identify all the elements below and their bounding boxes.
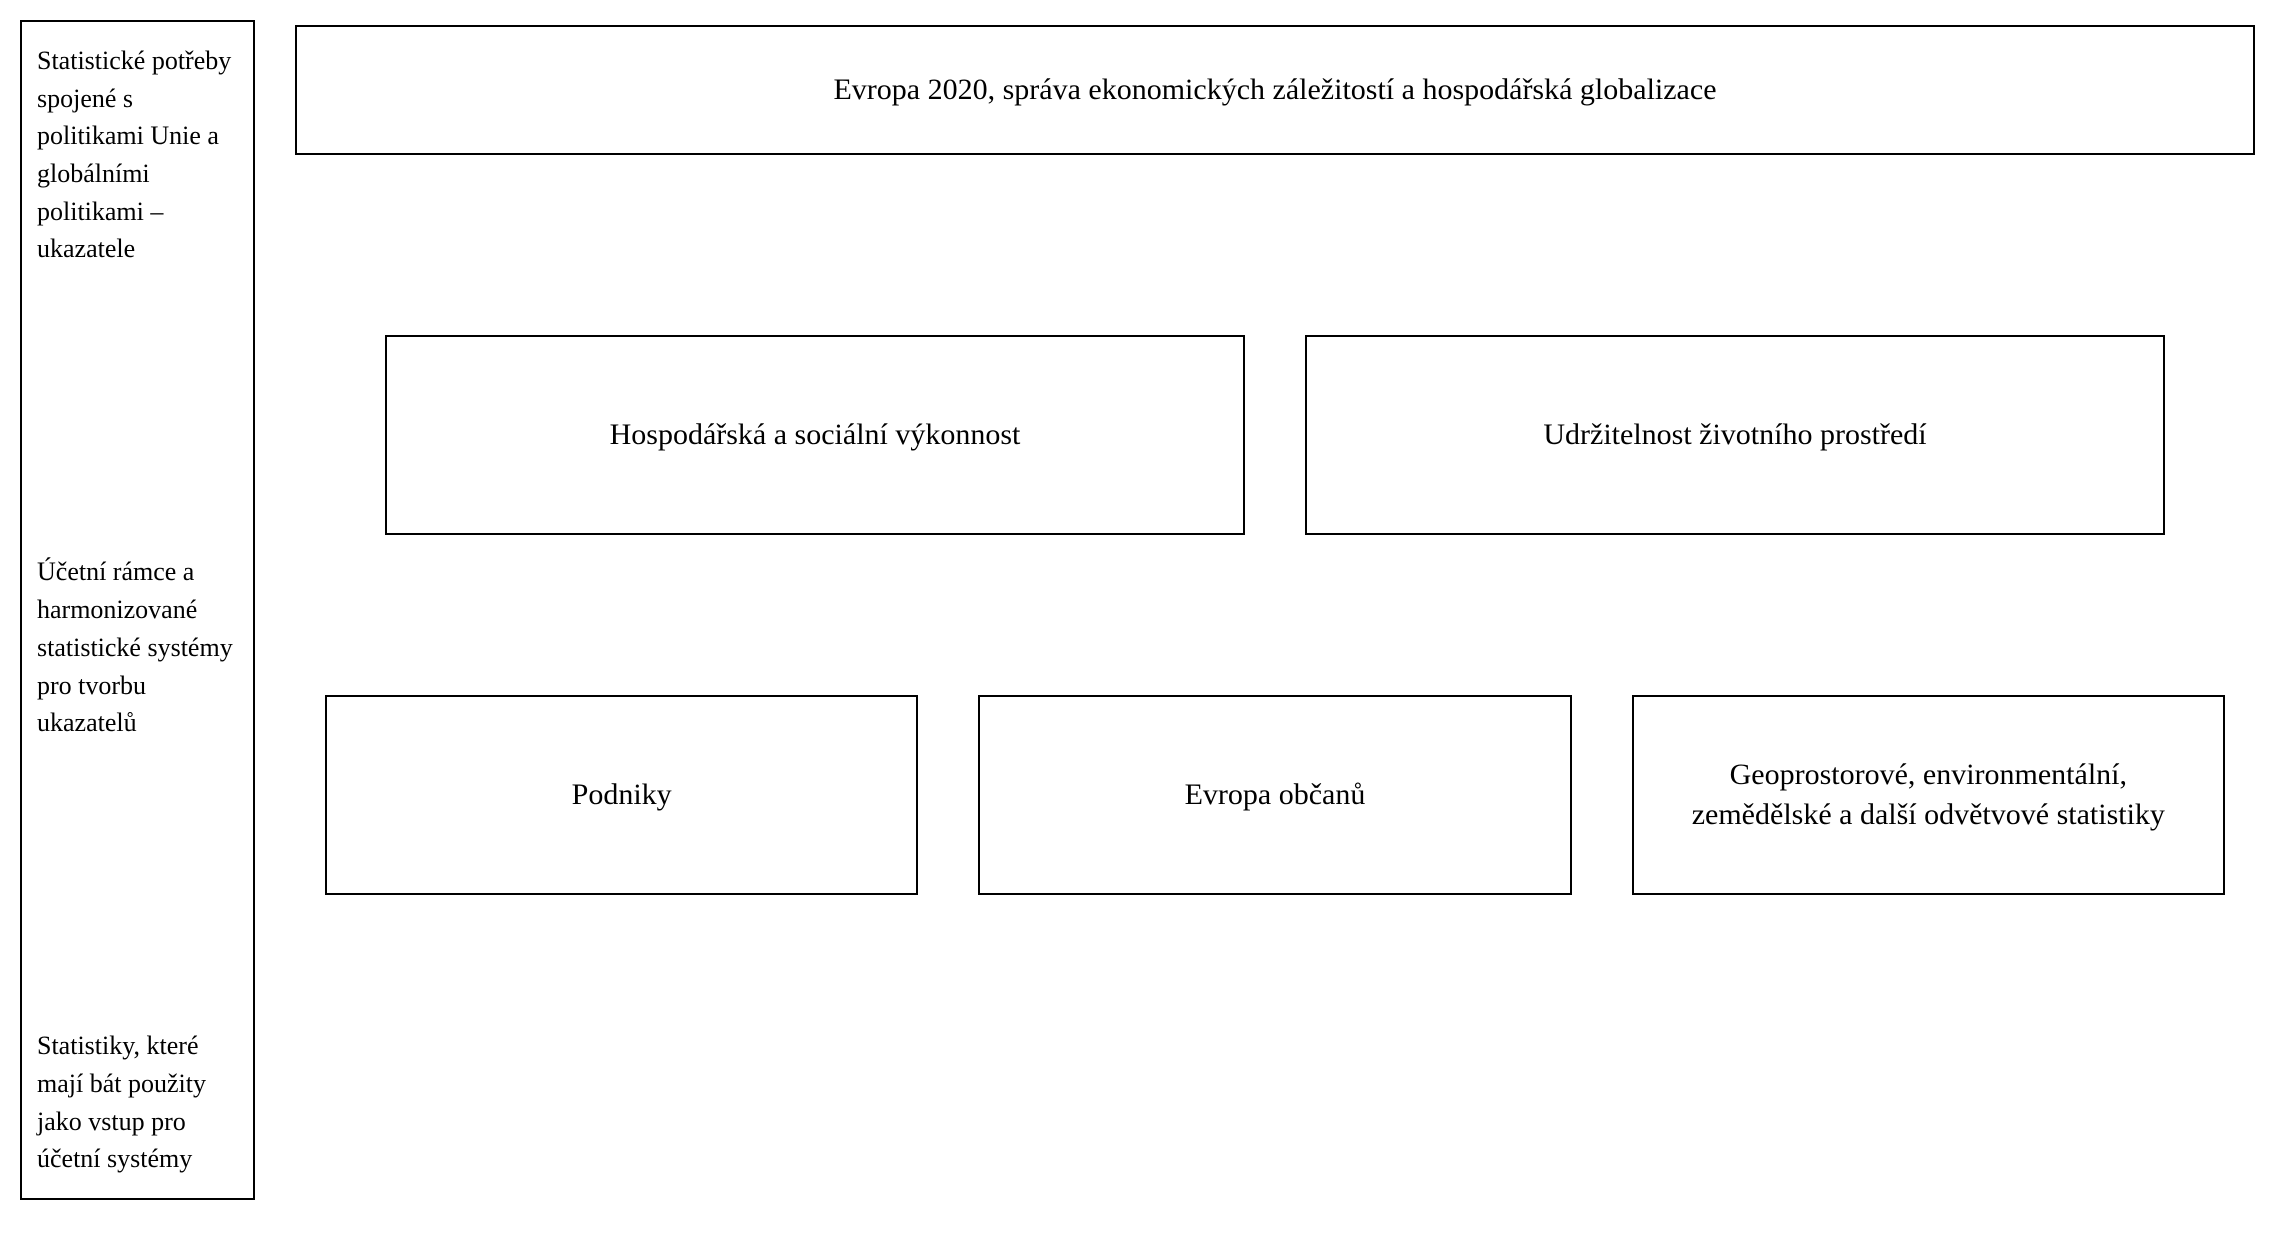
box-geospatial-stats: Geoprostorové, environmentální, zeměděls… [1632,695,2225,895]
row1-label: Statistické potřeby spojené s politikami… [37,42,238,268]
row-3: Podniky Evropa občanů Geoprostorové, env… [295,695,2255,895]
row-1: Evropa 2020, správa ekonomických záležit… [295,25,2255,155]
box-economic-social: Hospodářská a sociální výkonnost [385,335,1245,535]
box-europe-2020: Evropa 2020, správa ekonomických záležit… [295,25,2255,155]
row-2: Hospodářská a sociální výkonnost Udržite… [295,335,2255,535]
row3-label: Statistiky, které mají bát použity jako … [37,1027,238,1178]
box-citizens-europe: Evropa občanů [978,695,1571,895]
left-labels-column: Statistické potřeby spojené s politikami… [20,20,255,1200]
diagram-container: Statistické potřeby spojené s politikami… [20,20,2255,1200]
box-environmental-sustainability: Udržitelnost životního prostředí [1305,335,2165,535]
box-enterprises: Podniky [325,695,918,895]
row2-label: Účetní rámce a harmonizované statistické… [37,553,238,741]
right-boxes-column: Evropa 2020, správa ekonomických záležit… [295,20,2255,1200]
